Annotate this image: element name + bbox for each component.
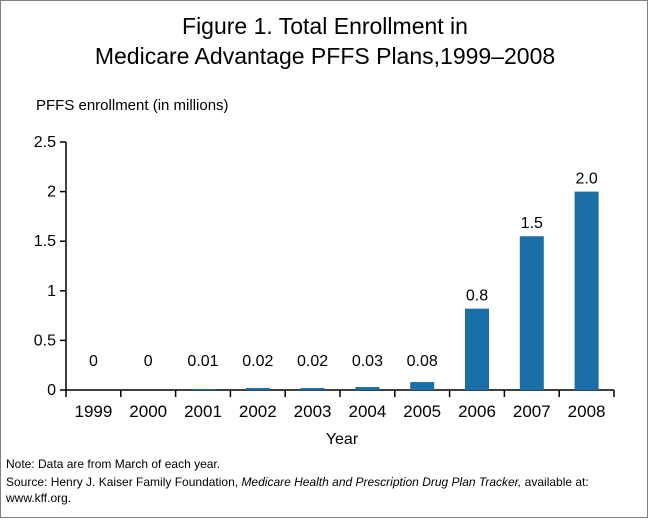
source-title: Medicare Health and Prescription Drug Pl…	[241, 475, 522, 489]
data-label: 0.8	[466, 288, 488, 305]
source-prefix: Source: Henry J. Kaiser Family Foundatio…	[6, 475, 242, 489]
data-label: 2.0	[575, 171, 597, 188]
data-label: 0	[89, 353, 98, 370]
bar	[300, 388, 325, 390]
bar	[410, 382, 435, 390]
source-suffix: available at: www.kff.org.	[6, 475, 589, 505]
figure-title-line-2: Medicare Advantage PFFS Plans,1999–2008	[94, 43, 556, 69]
x-tick-label: 2004	[348, 402, 386, 421]
data-label: 0.01	[187, 353, 218, 370]
bar	[245, 388, 270, 390]
y-axis-label: PFFS enrollment (in millions)	[36, 97, 229, 114]
x-tick-label: 2007	[513, 402, 551, 421]
x-tick-label: 2005	[403, 402, 441, 421]
y-tick-label: 2	[47, 184, 56, 201]
bar	[355, 387, 380, 390]
bar	[519, 236, 544, 390]
data-label: 1.5	[521, 215, 543, 232]
y-tick-label: 1	[47, 283, 56, 300]
x-axis-label: Year	[326, 431, 359, 448]
x-tick-label: 2006	[458, 402, 496, 421]
y-tick-label: 2.5	[34, 134, 56, 151]
x-tick-label: 2000	[129, 402, 167, 421]
bar	[191, 389, 215, 390]
data-label: 0.03	[352, 353, 383, 370]
data-label: 0.02	[297, 353, 328, 370]
bars: 1999 0 2000 0 2001 0.01 2002 0.02 2003 0.02 2004 0.…	[74, 171, 605, 421]
x-tick-label: 1999	[74, 402, 112, 421]
data-label: 0.02	[242, 353, 273, 370]
figure-title-line-1: Figure 1. Total Enrollment in	[182, 13, 468, 39]
note-text: Note: Data are from March of each year.	[6, 457, 221, 471]
source-text: Source: Henry J. Kaiser Family Foundatio…	[6, 474, 636, 506]
y-tick-label: 1.5	[34, 233, 56, 250]
x-tick-label: 2008	[568, 402, 606, 421]
bar	[574, 191, 599, 390]
x-tick-label: 2002	[239, 402, 277, 421]
data-label: 0.08	[407, 353, 438, 370]
bar	[465, 308, 489, 390]
y-tick-label: 0	[47, 382, 56, 399]
data-label: 0	[144, 353, 153, 370]
y-tick-label: 0.5	[34, 332, 56, 349]
x-tick-label: 2001	[184, 402, 222, 421]
x-tick-label: 2003	[294, 402, 332, 421]
